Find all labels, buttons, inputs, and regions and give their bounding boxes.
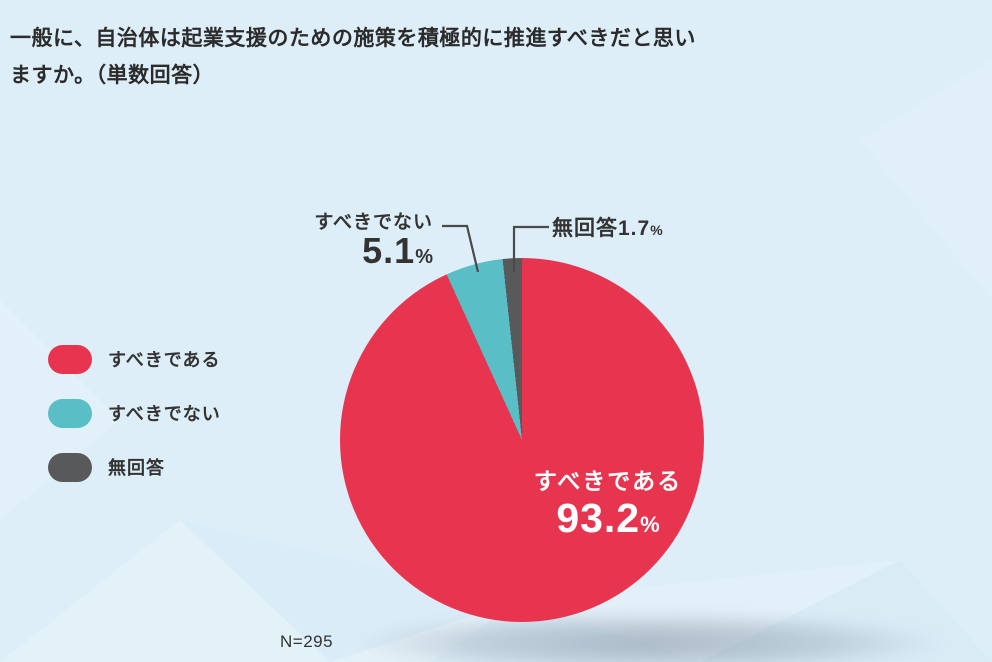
legend-swatch-gray	[48, 452, 92, 482]
callout-label: すべきでない	[314, 212, 433, 233]
legend-item-mukaito: 無回答	[48, 452, 221, 482]
sample-size-label: N=295	[280, 632, 334, 651]
callout-label: すべきである	[533, 468, 683, 494]
percent-sign: %	[640, 512, 660, 537]
legend-swatch-teal	[48, 398, 92, 428]
callout-value: 5.1	[362, 230, 416, 271]
legend-item-subeki-dearu: すべきである	[48, 344, 221, 374]
percent-sign: %	[415, 246, 433, 268]
chart-title: 一般に、自治体は起業支援のための施策を積極的に推進すべきだと思い ますか。（単数…	[10, 20, 880, 94]
legend-label: 無回答	[108, 458, 165, 478]
chart-title-line2: ますか。（単数回答）	[10, 64, 215, 87]
legend: すべきである すべきでない 無回答	[48, 344, 221, 506]
percent-sign: %	[650, 222, 664, 238]
callout-label: 無回答	[552, 217, 618, 240]
callout-value: 1.7	[618, 217, 651, 240]
pie-chart	[340, 258, 704, 622]
pie-drop-shadow	[360, 612, 940, 662]
legend-item-subeki-denai: すべきでない	[48, 398, 221, 428]
legend-label: すべきでない	[108, 404, 221, 424]
callout-value: 93.2	[556, 495, 641, 541]
legend-swatch-red	[48, 344, 92, 374]
callout-mukaito: 無回答1.7%	[552, 212, 664, 242]
legend-label: すべきである	[108, 350, 221, 370]
chart-title-line1: 一般に、自治体は起業支援のための施策を積極的に推進すべきだと思い	[10, 27, 696, 50]
callout-subeki-dearu: すべきである 93.2%	[508, 462, 708, 540]
callout-subeki-denai: すべきでない 5.1%	[213, 207, 433, 269]
